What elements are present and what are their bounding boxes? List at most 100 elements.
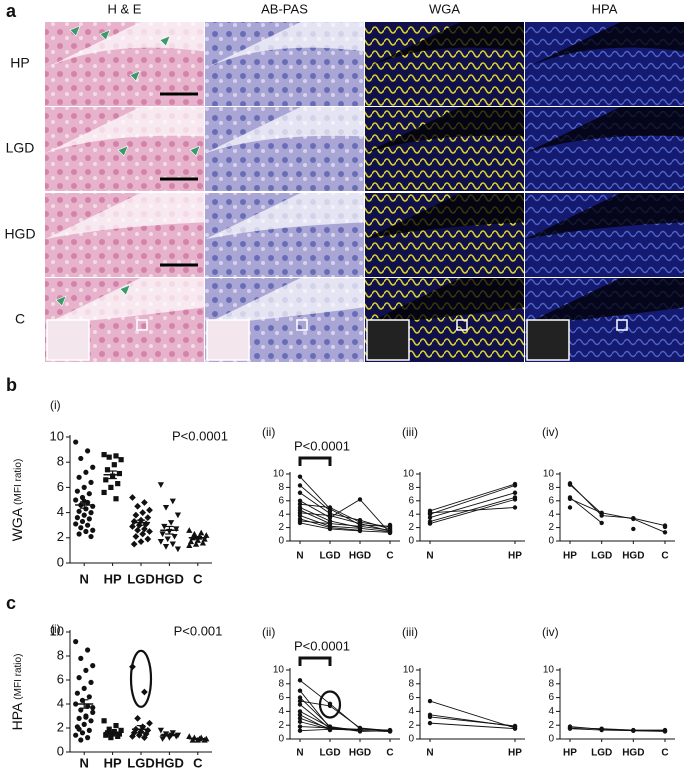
series-line <box>429 722 516 730</box>
series-line <box>299 492 391 530</box>
data-point <box>297 501 303 507</box>
column-header: AB-PAS <box>261 1 308 16</box>
data-point <box>297 702 303 707</box>
y-tick-label: 4 <box>57 504 64 519</box>
x-tick-label: HP <box>104 571 122 586</box>
y-tick-label: 4 <box>548 509 554 520</box>
arrowhead <box>189 145 201 157</box>
data-point <box>76 675 82 681</box>
data-point <box>115 733 121 739</box>
x-tick-label: LGD <box>591 551 612 562</box>
row-label: C <box>15 311 25 327</box>
data-point <box>90 464 96 470</box>
data-point <box>139 530 147 538</box>
x-tick-label: HP <box>508 551 522 562</box>
data-point <box>86 694 92 700</box>
y-tick-label: 2 <box>548 522 554 533</box>
data-point <box>297 712 303 718</box>
data-point <box>90 527 96 533</box>
inset-box <box>296 319 308 331</box>
y-tick-label: 8 <box>57 647 64 662</box>
p-value: P<0.0001 <box>294 438 350 453</box>
x-tick-label: HP <box>563 551 577 562</box>
data-point <box>186 527 193 533</box>
x-tick-label: LGD <box>591 748 612 759</box>
data-point <box>662 530 668 535</box>
data-point <box>162 544 170 550</box>
data-point <box>85 522 91 528</box>
x-tick-label: N <box>80 571 89 586</box>
data-point <box>81 498 87 504</box>
data-point <box>567 482 573 487</box>
data-point <box>297 728 303 733</box>
data-point <box>78 525 84 531</box>
series-line <box>570 485 665 527</box>
data-point <box>86 727 92 734</box>
data-point <box>130 540 138 548</box>
data-point <box>327 703 333 709</box>
data-point <box>427 720 433 726</box>
data-point <box>162 504 170 511</box>
data-point <box>297 709 303 714</box>
data-point <box>86 491 92 497</box>
data-point <box>159 736 166 742</box>
x-tick-label: N <box>296 748 303 759</box>
data-point <box>85 647 91 653</box>
data-point <box>631 516 636 522</box>
panel-label: c <box>6 593 16 613</box>
data-point <box>512 505 518 510</box>
series-line <box>299 498 391 534</box>
inset <box>526 319 570 361</box>
arrowhead <box>55 295 67 307</box>
y-tick-label: 8 <box>408 482 414 493</box>
chart-title: (iii) <box>402 425 418 439</box>
y-tick-label: 6 <box>548 692 554 703</box>
data-point <box>81 484 87 490</box>
series-line <box>299 522 391 533</box>
data-point <box>144 514 152 522</box>
data-point <box>85 448 91 454</box>
y-tick-label: 0 <box>548 734 554 745</box>
data-point <box>567 505 573 510</box>
data-point <box>427 515 433 520</box>
data-point <box>174 546 182 553</box>
row-label: HP <box>10 55 29 71</box>
data-point <box>113 723 119 729</box>
tissue-edge <box>45 193 204 240</box>
data-point <box>512 483 518 488</box>
data-point <box>111 462 117 468</box>
x-tick-label: HGD <box>155 571 184 586</box>
data-point <box>78 737 84 743</box>
data-point <box>101 489 107 496</box>
y-tick-label: 6 <box>278 692 284 703</box>
data-point <box>297 474 303 479</box>
panel-label: b <box>6 375 17 395</box>
panel-label: a <box>6 1 17 21</box>
y-axis-label-main: WGA <box>9 507 25 541</box>
data-point <box>134 526 141 534</box>
significance-bracket <box>298 656 332 666</box>
series-line <box>299 512 391 532</box>
chart-title: (iv) <box>542 625 559 639</box>
y-axis-label-main: HPA <box>9 702 25 730</box>
x-tick-label: C <box>661 748 668 759</box>
x-tick-label: N <box>426 551 433 562</box>
x-tick-label: LGD <box>319 551 340 562</box>
tissue-edge <box>205 193 364 240</box>
data-point <box>327 727 333 732</box>
y-tick-label: 10 <box>543 469 555 480</box>
tissue-edge <box>365 193 524 240</box>
inset-box <box>136 319 148 331</box>
column-header: WGA <box>429 1 460 16</box>
data-point <box>103 477 109 483</box>
data-point <box>192 540 200 547</box>
x-tick-label: N <box>80 755 89 770</box>
data-point <box>186 542 193 548</box>
data-point <box>357 524 363 529</box>
arrowhead <box>99 29 111 41</box>
data-point <box>73 639 79 645</box>
data-point <box>387 728 393 733</box>
data-point <box>146 506 153 514</box>
y-tick-label: 6 <box>57 671 64 686</box>
